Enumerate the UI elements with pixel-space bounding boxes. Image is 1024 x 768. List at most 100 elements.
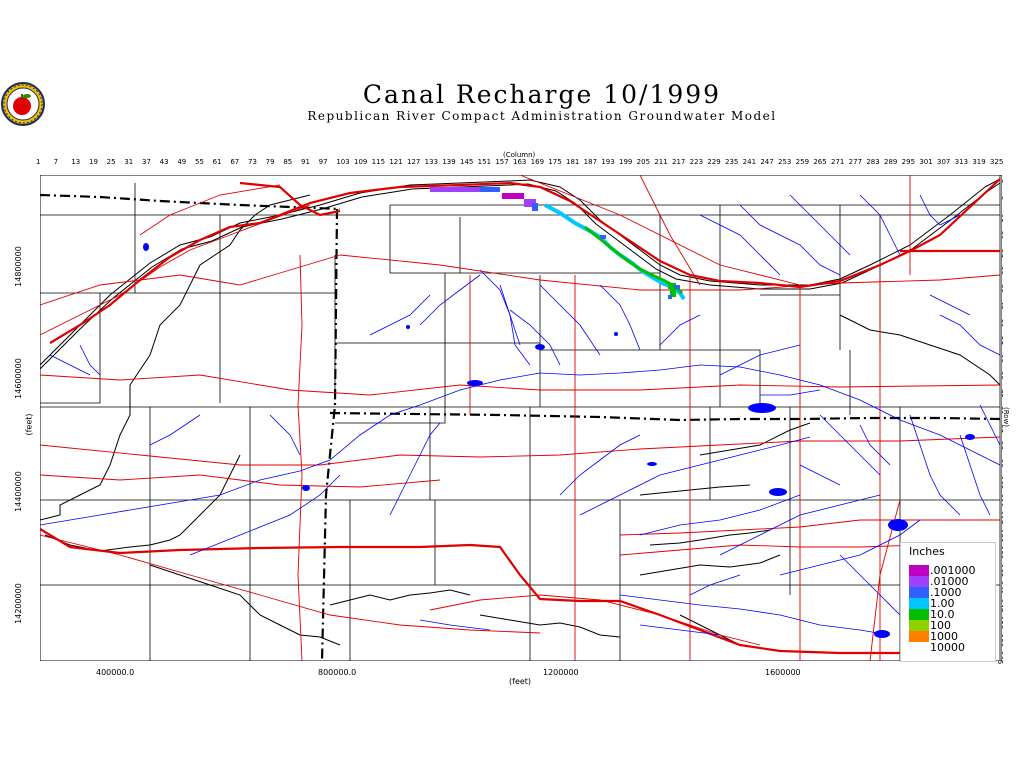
column-tick-label: 289: [884, 158, 898, 166]
column-tick-label: 61: [212, 158, 222, 166]
legend-row: 10000: [909, 641, 995, 654]
column-tick-label: 181: [566, 158, 580, 166]
column-tick-label: 211: [654, 158, 668, 166]
y-label-14800000: 14800000: [13, 246, 23, 287]
legend-label: .001000: [930, 564, 976, 577]
column-tick-label: 205: [636, 158, 651, 166]
y-label-14400000: 14400000: [13, 471, 23, 512]
map-title: Canal Recharge 10/1999: [362, 80, 722, 109]
county-boundaries: [40, 175, 1001, 661]
legend-label: 100: [930, 619, 951, 632]
column-tick-label: 253: [778, 158, 792, 166]
legend-swatch: [909, 565, 929, 576]
column-tick-label: 145: [460, 158, 474, 166]
column-tick-label: 295: [901, 158, 916, 166]
column-tick-label: 67: [230, 158, 240, 166]
x-label-400000: 400000.0: [96, 668, 135, 677]
legend-swatch: [909, 620, 929, 631]
column-tick-label: 79: [265, 158, 275, 166]
y-label-14200000: 14200000: [13, 583, 23, 624]
y-label-14600000: 14600000: [13, 358, 23, 399]
column-tick-label: 91: [301, 158, 310, 166]
legend-row: .01000: [909, 575, 995, 588]
column-tick-label: 43: [159, 158, 169, 166]
legend-row: .001000: [909, 564, 995, 577]
legend-row: .1000: [909, 586, 995, 599]
column-tick-label: 325: [990, 158, 1004, 166]
x-label-1200000: 1200000: [543, 668, 579, 677]
column-tick-label: 235: [725, 158, 739, 166]
legend-swatch: [909, 598, 929, 609]
y-unit-label: (feet): [24, 413, 34, 436]
column-tick-label: 109: [354, 158, 368, 166]
column-tick-label: 13: [71, 158, 81, 166]
legend-swatch: [909, 631, 929, 642]
x-label-1600000: 1600000: [765, 668, 801, 677]
column-tick-label: 307: [937, 158, 951, 166]
column-tick-label: 265: [813, 158, 827, 166]
column-tick-label: 103: [336, 158, 350, 166]
legend-row: 1000: [909, 630, 995, 643]
column-axis-title: (Column): [503, 151, 536, 159]
column-tick-label: 271: [831, 158, 845, 166]
column-tick-label: 241: [742, 158, 757, 166]
map-legend: Inches .001000 .01000 .1000 1.00 10.0 10…: [900, 542, 996, 662]
column-tick-label: 169: [530, 158, 545, 166]
column-tick-label: 1: [36, 158, 41, 166]
legend-swatch: [909, 642, 929, 653]
column-tick-label: 19: [89, 158, 98, 166]
legend-swatch: [909, 576, 929, 587]
x-unit-label: (feet): [509, 677, 532, 686]
column-tick-label: 259: [795, 158, 810, 166]
column-tick-label: 283: [866, 158, 880, 166]
column-tick-label: 127: [407, 158, 421, 166]
column-tick-label: 73: [248, 158, 257, 166]
column-tick-label: 85: [283, 158, 293, 166]
highways: [40, 178, 1001, 657]
map-subtitle: Republican River Compact Administration …: [307, 109, 777, 123]
column-tick-label: 187: [583, 158, 598, 166]
column-tick-label: 7: [53, 158, 59, 166]
column-tick-label: 31: [124, 158, 134, 166]
column-tick-label: 175: [548, 158, 562, 166]
legend-label: 1.00: [930, 597, 955, 610]
column-tick-label: 25: [106, 158, 116, 166]
column-tick-label: 193: [601, 158, 615, 166]
column-tick-label: 139: [442, 158, 456, 166]
legend-row: 100: [909, 619, 995, 632]
column-tick-label: 115: [371, 158, 386, 166]
canal-recharge-cells: [430, 187, 686, 301]
legend-label: 10000: [930, 641, 965, 654]
legend-title: Inches: [909, 545, 945, 558]
column-tick-label: 319: [972, 158, 986, 166]
column-tick-label: 301: [919, 158, 933, 166]
agency-seal-logo: [1, 82, 45, 126]
column-tick-label: 37: [142, 158, 151, 166]
rivers: [40, 194, 1001, 636]
groundwater-model-map: [40, 175, 1002, 661]
column-tick-label: 247: [760, 158, 774, 166]
column-tick-label: 217: [672, 158, 686, 166]
column-tick-label: 277: [848, 158, 863, 166]
column-tick-label: 223: [689, 158, 704, 166]
column-tick-label: 157: [495, 158, 509, 166]
column-tick-label: 55: [195, 158, 204, 166]
column-tick-label: 49: [177, 158, 187, 166]
column-tick-label: 97: [318, 158, 328, 166]
column-tick-label: 229: [707, 158, 721, 166]
column-tick-label: 199: [619, 158, 633, 166]
column-tick-label: 163: [513, 158, 527, 166]
legend-label: 1000: [930, 630, 958, 643]
legend-label: .01000: [930, 575, 969, 588]
column-tick-label: 313: [954, 158, 969, 166]
column-tick-label: 121: [389, 158, 403, 166]
legend-label: .1000: [930, 586, 962, 599]
legend-swatch: [909, 587, 929, 598]
reservoirs: [143, 243, 975, 638]
column-tick-label: 151: [477, 158, 492, 166]
x-label-800000: 800000.0: [318, 668, 357, 677]
legend-row: 1.00: [909, 597, 995, 610]
legend-row: 10.0: [909, 608, 995, 621]
legend-swatch: [909, 609, 929, 620]
legend-label: 10.0: [930, 608, 955, 621]
